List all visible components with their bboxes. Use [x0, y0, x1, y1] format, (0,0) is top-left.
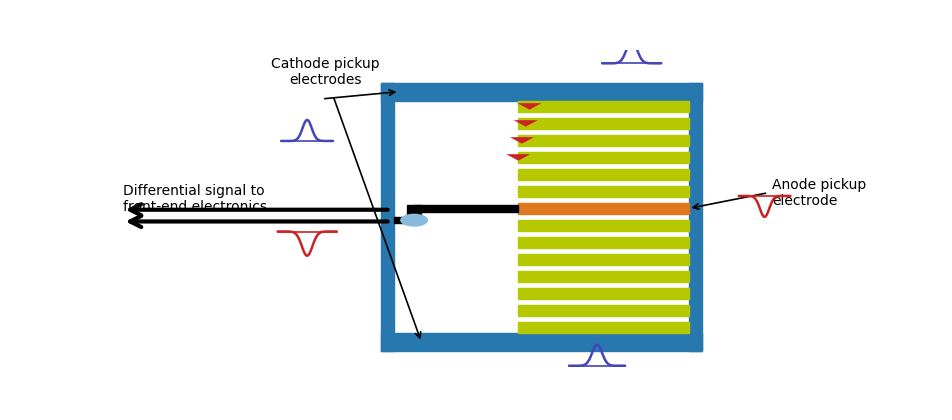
Bar: [381, 83, 702, 100]
Polygon shape: [518, 103, 542, 110]
Bar: [518, 168, 688, 180]
Bar: [381, 83, 394, 351]
Bar: [518, 220, 688, 231]
Bar: [518, 186, 688, 197]
Polygon shape: [506, 154, 530, 160]
Circle shape: [401, 214, 427, 226]
Bar: [518, 100, 688, 112]
Bar: [518, 304, 688, 316]
Bar: [518, 254, 688, 265]
Text: Cathode pickup
electrodes: Cathode pickup electrodes: [271, 57, 380, 87]
Bar: [518, 134, 688, 146]
Bar: [518, 288, 688, 299]
Bar: [381, 333, 702, 351]
Bar: [414, 205, 518, 212]
Text: Anode pickup
electrode: Anode pickup electrode: [772, 178, 866, 208]
Bar: [518, 236, 688, 248]
Bar: [518, 202, 688, 214]
Bar: [518, 322, 688, 333]
Bar: [518, 270, 688, 282]
Bar: [407, 205, 422, 220]
Bar: [394, 217, 422, 223]
Text: Differential signal to
front-end electronics: Differential signal to front-end electro…: [123, 184, 267, 214]
Bar: [518, 152, 688, 163]
Bar: [688, 83, 702, 351]
Polygon shape: [514, 120, 538, 126]
Polygon shape: [510, 137, 534, 144]
Bar: [518, 118, 688, 129]
